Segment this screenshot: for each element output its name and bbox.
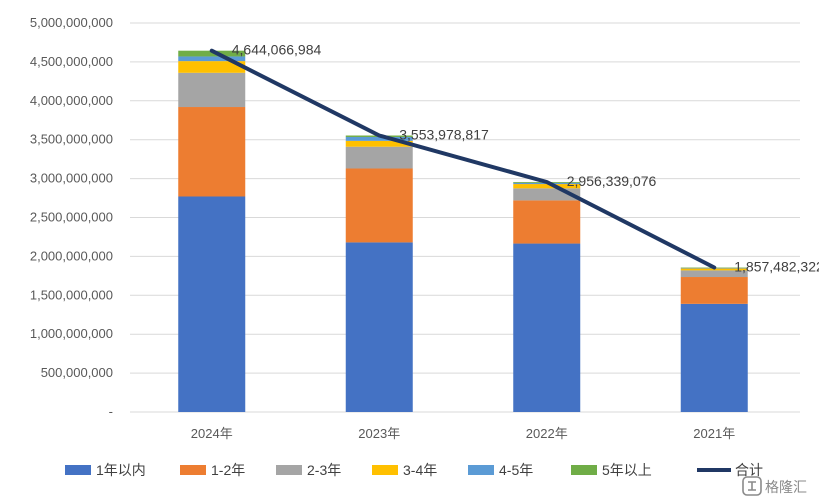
y-tick-label: - [109, 404, 113, 419]
bar-segment [178, 50, 246, 57]
total-data-label: 1,857,482,322 [734, 258, 819, 274]
legend: 1年以内 1-2年 2-3年 3-4年 4-5年 5年以上 合计 [65, 462, 763, 478]
y-tick-label: 5,000,000,000 [30, 15, 113, 30]
legend-label: 2-3年 [307, 462, 341, 478]
y-tick-label: 3,500,000,000 [30, 132, 113, 147]
legend-label: 3-4年 [403, 462, 437, 478]
legend-label: 4-5年 [499, 462, 533, 478]
legend-label: 合计 [735, 462, 763, 478]
legend-swatch [65, 465, 91, 475]
y-tick-label: 4,000,000,000 [30, 93, 113, 108]
x-tick-label: 2023年 [358, 426, 400, 441]
bar-segment [178, 56, 246, 62]
bar-segment [178, 196, 246, 412]
bar-segment [680, 277, 748, 304]
legend-swatch [468, 465, 494, 475]
bar-segment [345, 136, 413, 141]
bar-segment [345, 242, 413, 412]
y-tick-label: 1,000,000,000 [30, 326, 113, 341]
x-tick-label: 2022年 [526, 426, 568, 441]
bars [178, 50, 748, 412]
legend-swatch [276, 465, 302, 475]
total-data-labels: 4,644,066,984 3,553,978,817 2,956,339,076 1… [232, 42, 819, 275]
bar-segment [345, 140, 413, 147]
bar-segment [513, 200, 581, 244]
watermark-text: 格隆汇 [765, 480, 807, 496]
total-line [209, 48, 717, 270]
total-data-label: 2,956,339,076 [567, 173, 657, 189]
legend-label: 1年以内 [96, 462, 146, 478]
bar-segment [178, 107, 246, 197]
glh-logo-icon [742, 476, 762, 496]
bar-segment [680, 303, 748, 412]
bar-segment [345, 168, 413, 243]
watermark: 格隆汇 [742, 476, 807, 496]
bar-segment [178, 72, 246, 108]
y-tick-label: 500,000,000 [41, 365, 113, 380]
x-tick-label: 2021年 [693, 426, 735, 441]
bar-segment [513, 243, 581, 412]
total-data-label: 3,553,978,817 [399, 127, 489, 143]
y-axis-ticks: - 500,000,000 1,000,000,000 1,500,000,000 2,… [30, 15, 113, 419]
x-axis-ticks: 2024年 2023年 2022年 2021年 [191, 426, 735, 441]
y-tick-label: 3,000,000,000 [30, 171, 113, 186]
legend-label: 1-2年 [211, 462, 245, 478]
total-line-path [209, 48, 717, 270]
legend-swatch [571, 465, 597, 475]
legend-swatch [180, 465, 206, 475]
bar-segment [513, 184, 581, 189]
y-tick-label: 2,500,000,000 [30, 210, 113, 225]
y-tick-label: 4,500,000,000 [30, 54, 113, 69]
legend-label: 5年以上 [602, 462, 652, 478]
total-data-label: 4,644,066,984 [232, 42, 322, 58]
bar-segment [345, 146, 413, 169]
y-tick-label: 2,000,000,000 [30, 248, 113, 263]
legend-swatch [372, 465, 398, 475]
y-tick-label: 1,500,000,000 [30, 287, 113, 302]
bar-segment [178, 61, 246, 73]
bar-segment [680, 270, 748, 278]
x-tick-label: 2024年 [191, 426, 233, 441]
